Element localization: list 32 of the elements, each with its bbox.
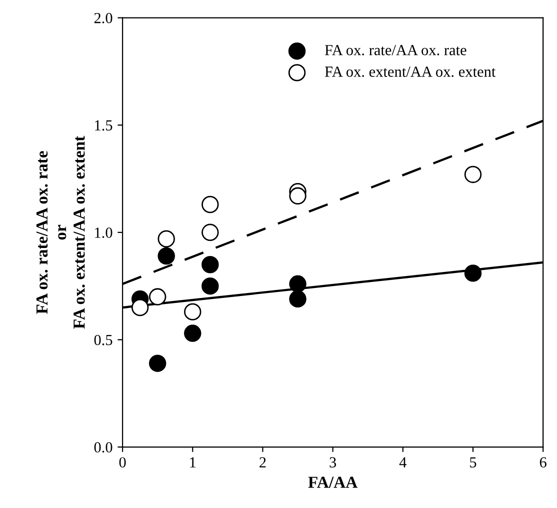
point <box>202 224 219 242</box>
point <box>202 196 219 214</box>
point <box>289 290 306 308</box>
point <box>148 288 166 306</box>
x-tick-label: 5 <box>470 457 476 468</box>
point <box>158 247 175 265</box>
point <box>464 166 482 184</box>
x-axis-title: FA/AA <box>308 476 358 488</box>
point <box>158 230 175 248</box>
point <box>202 277 219 295</box>
y-tick-label: 1.5 <box>95 120 112 131</box>
y-tick-label: 2.0 <box>94 12 112 24</box>
point <box>184 303 202 320</box>
x-tick-label: 6 <box>540 457 546 468</box>
y-tick-label: 1.0 <box>95 228 112 238</box>
x-tick-label: 1 <box>190 457 196 468</box>
point <box>289 187 306 205</box>
legend-label: FA ox. extent/AA ox. extent <box>324 66 496 77</box>
legend-label: FA ox. rate/AA ox. rate <box>324 45 466 56</box>
point <box>202 256 219 274</box>
point <box>289 275 306 293</box>
y-axis-title: FA ox. rate/AA ox. rate or FA ox. extent/AA ox. extent <box>36 136 85 329</box>
x-tick-label: 3 <box>330 457 336 468</box>
x-tick-label: 2 <box>260 457 266 468</box>
point <box>184 324 202 342</box>
x-tick-label: 4 <box>399 457 406 468</box>
point <box>131 298 149 316</box>
point <box>148 354 166 372</box>
y-tick-label: 0.5 <box>94 334 112 346</box>
y-tick-label: 0.0 <box>94 442 112 453</box>
x-tick-label: 0 <box>119 457 126 468</box>
point <box>464 264 482 282</box>
